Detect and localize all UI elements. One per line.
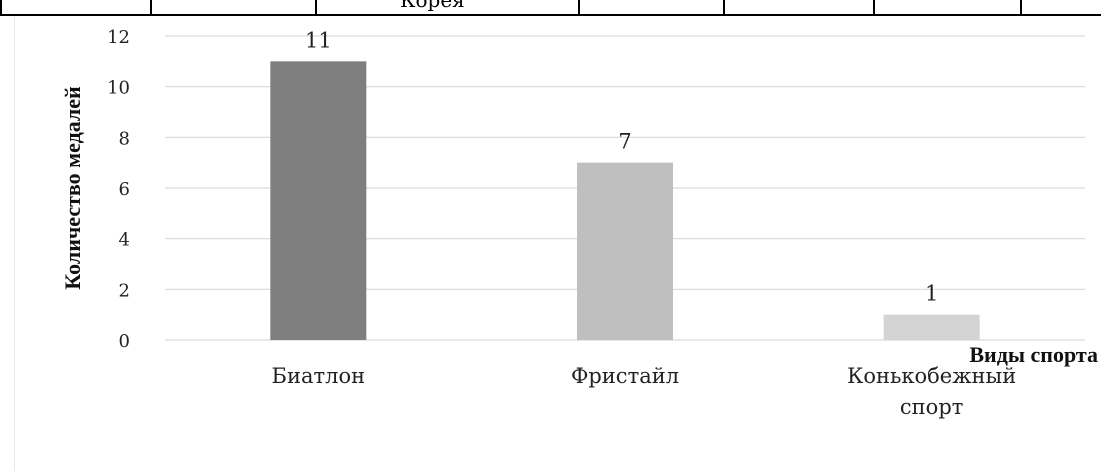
- bar: [883, 314, 980, 340]
- y-tick-label: 4: [119, 230, 130, 251]
- x-category-labels: Биатлон Фристайл Конькобежный спорт: [272, 364, 1017, 419]
- table-cell-divider: [1020, 0, 1022, 14]
- y-tick-label: 10: [107, 78, 130, 99]
- y-tick-label: 12: [107, 27, 130, 48]
- data-labels: 11 7 1: [305, 28, 938, 305]
- bar: [577, 162, 673, 340]
- table-cell-divider: [150, 0, 152, 14]
- x-axis-title: Виды спорта: [969, 342, 1098, 367]
- x-category-label: Фристайл: [571, 364, 679, 388]
- x-category-label: Конькобежный: [847, 364, 1016, 388]
- bar: [270, 61, 367, 340]
- table-cell-divider: [578, 0, 580, 14]
- y-tick-label: 8: [119, 128, 130, 149]
- chart-frame: [14, 16, 1101, 471]
- table-cell-divider: [873, 0, 875, 14]
- y-tick-label: 0: [119, 331, 130, 352]
- data-label: 7: [618, 130, 631, 154]
- table-cell-divider: [723, 0, 725, 14]
- y-axis-title: Количество медалей: [60, 86, 85, 290]
- data-label: 11: [305, 28, 332, 52]
- y-tick-label: 2: [119, 280, 130, 301]
- table-cell-divider: [0, 0, 2, 14]
- y-tick-label: 6: [119, 179, 130, 200]
- x-category-label: Биатлон: [272, 364, 366, 388]
- data-label: 1: [925, 282, 938, 306]
- table-cell-text: Корея: [400, 0, 465, 12]
- x-category-label: спорт: [900, 395, 963, 419]
- bars: [270, 61, 980, 340]
- y-tick-labels: 0 2 4 6 8 10 12: [107, 27, 130, 352]
- table-cell-divider: [315, 0, 317, 14]
- table-fragment: Корея: [0, 0, 1101, 16]
